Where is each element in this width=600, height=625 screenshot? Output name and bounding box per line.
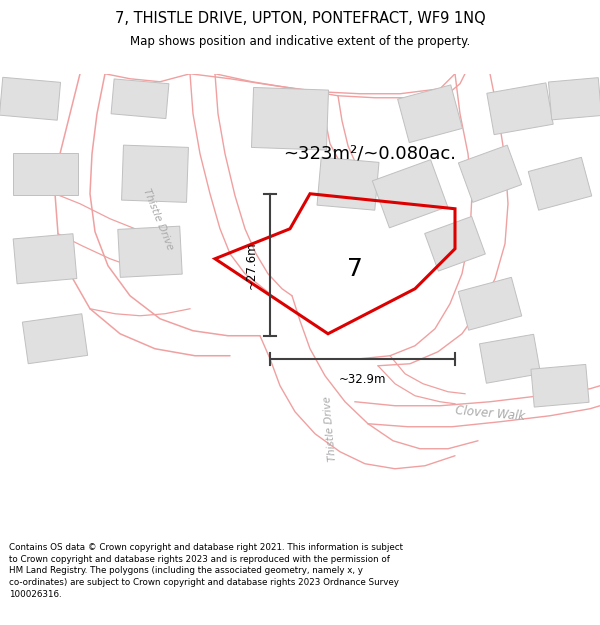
Polygon shape [548,78,600,120]
Text: ~32.9m: ~32.9m [339,372,386,386]
Text: Map shows position and indicative extent of the property.: Map shows position and indicative extent… [130,35,470,48]
Polygon shape [425,216,485,271]
Text: Contains OS data © Crown copyright and database right 2021. This information is : Contains OS data © Crown copyright and d… [9,543,403,599]
Polygon shape [13,234,77,284]
Text: ~27.6m: ~27.6m [245,241,258,289]
Text: Thistle Drive: Thistle Drive [141,186,175,251]
Text: ~323m²/~0.080ac.: ~323m²/~0.080ac. [284,145,457,162]
Polygon shape [458,145,521,202]
Polygon shape [13,152,77,195]
Text: 7: 7 [347,257,363,281]
Polygon shape [118,226,182,278]
Polygon shape [122,145,188,202]
Text: Thistle Drive: Thistle Drive [322,396,338,462]
Polygon shape [398,85,463,142]
Text: Clover Walk: Clover Walk [455,404,526,423]
Polygon shape [22,314,88,364]
Polygon shape [0,78,61,120]
Polygon shape [458,278,522,330]
Polygon shape [479,334,541,383]
Polygon shape [487,83,553,134]
Polygon shape [373,159,448,228]
Polygon shape [111,79,169,119]
Text: 7, THISTLE DRIVE, UPTON, PONTEFRACT, WF9 1NQ: 7, THISTLE DRIVE, UPTON, PONTEFRACT, WF9… [115,11,485,26]
Polygon shape [528,158,592,210]
Polygon shape [317,158,379,210]
Polygon shape [531,364,589,407]
Polygon shape [251,88,329,150]
